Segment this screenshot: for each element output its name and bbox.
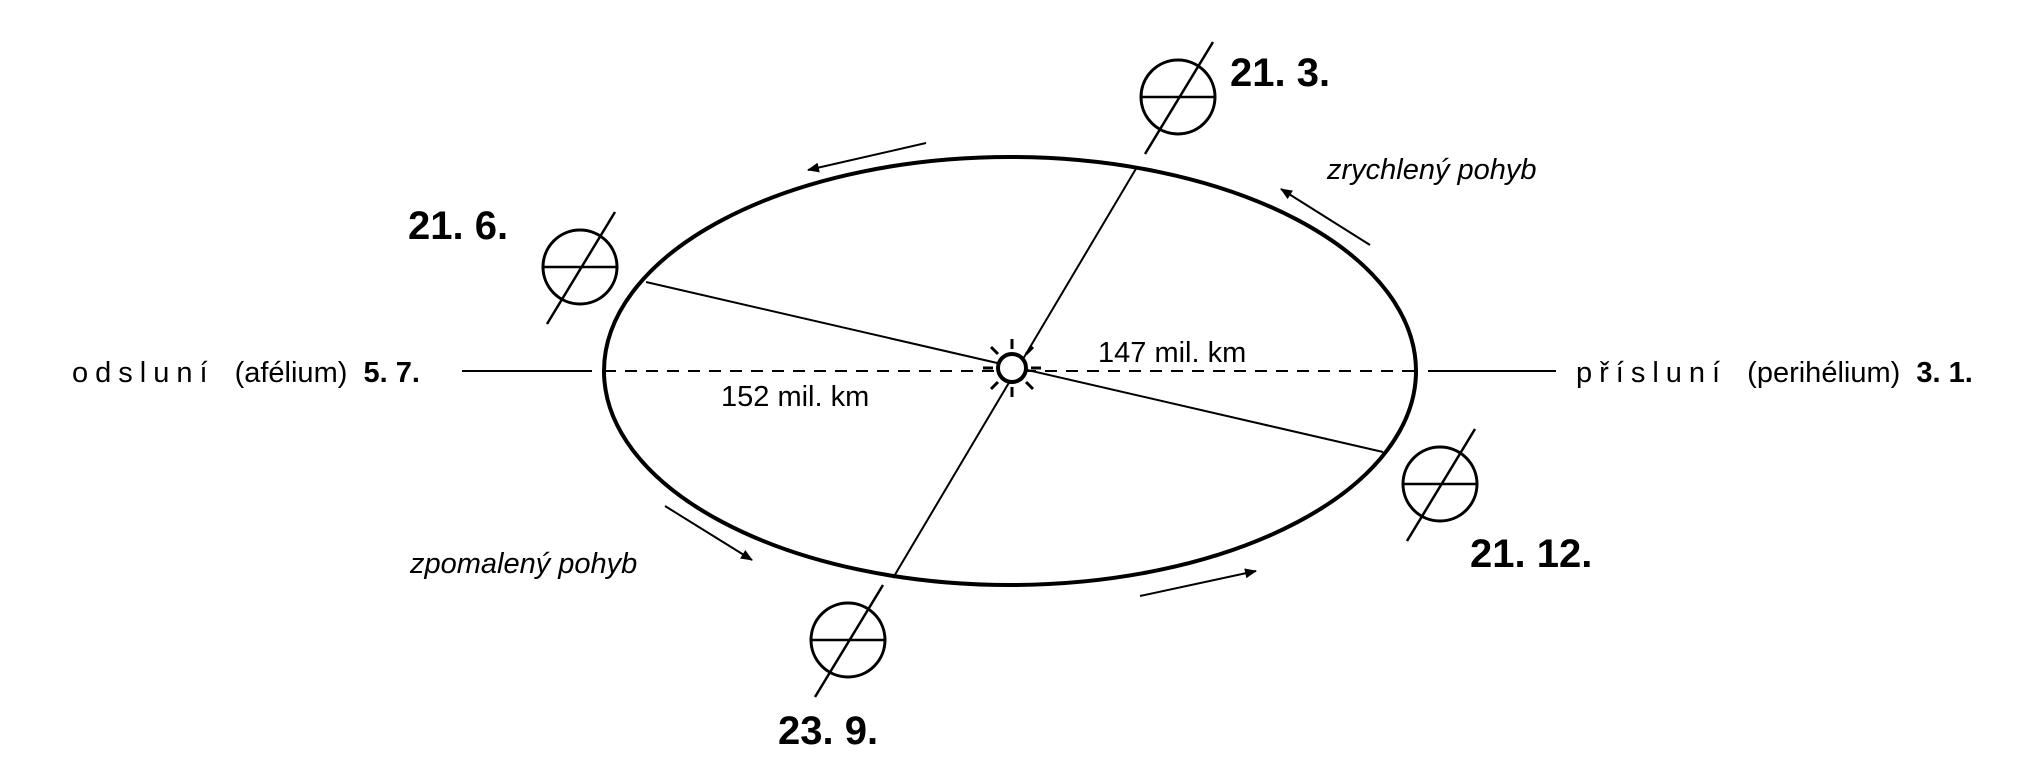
arrow-bottom-left — [664, 505, 753, 561]
date-label-june: 21. 6. — [408, 204, 508, 248]
aphelion-label: odsluní (afélium) 5. 7. — [72, 357, 420, 389]
perihelion-label: přísluní (perihélium) 3. 1. — [1576, 357, 1973, 389]
aphelion-word: odsluní — [72, 357, 215, 389]
aphelion-distance-label: 152 mil. km — [721, 381, 869, 413]
slow-motion-label: zpomalený pohyb — [409, 548, 637, 580]
arrow-bottom-right — [1139, 568, 1257, 597]
aphelion-date: 5. 7. — [363, 357, 419, 389]
earth-icon-march — [1139, 41, 1217, 155]
fast-motion-label: zrychlený pohyb — [1326, 154, 1537, 186]
date-label-march: 21. 3. — [1230, 51, 1330, 95]
sun-icon — [983, 339, 1041, 397]
arrow-top-right — [1280, 188, 1371, 246]
arrow-top-left — [807, 142, 927, 173]
aphelion-term: (afélium) — [235, 357, 348, 389]
date-label-september: 23. 9. — [778, 709, 878, 753]
perihelion-word: přísluní — [1576, 357, 1727, 389]
earth-icon-september — [809, 584, 887, 698]
perihelion-date: 3. 1. — [1916, 357, 1972, 389]
earth-icon-december — [1401, 428, 1479, 542]
perihelion-distance-label: 147 mil. km — [1098, 337, 1246, 369]
perihelion-term: (perihélium) — [1747, 357, 1900, 389]
earth-icon-june — [541, 211, 619, 325]
date-label-december: 21. 12. — [1470, 532, 1592, 576]
